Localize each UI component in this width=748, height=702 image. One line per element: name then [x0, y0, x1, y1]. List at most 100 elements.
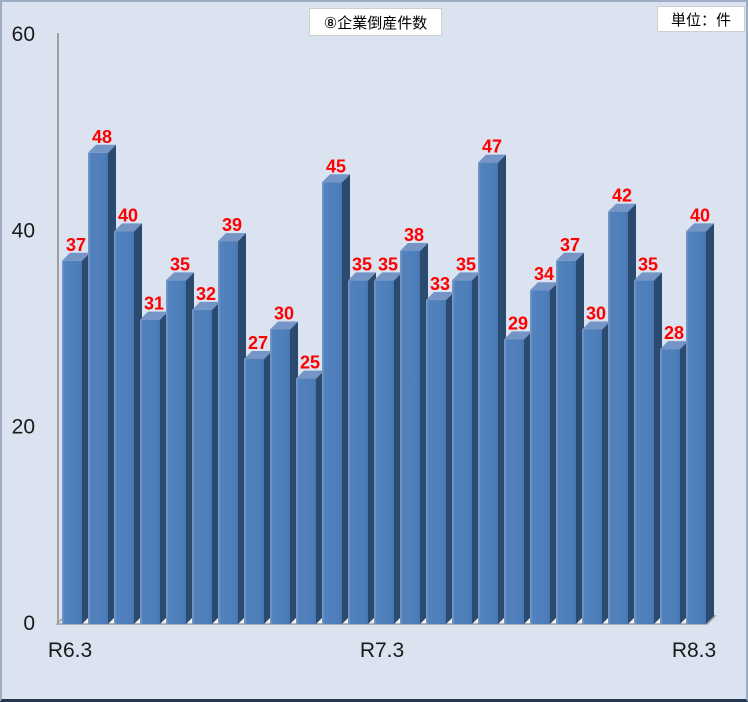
bar-top-face [218, 233, 246, 242]
bar-value-label: 42 [612, 186, 632, 206]
x-axis-tick-label: R7.3 [360, 639, 404, 662]
bar-value-label: 35 [456, 254, 476, 274]
bar-value-label: 40 [690, 205, 710, 225]
bar-front-face [374, 280, 394, 624]
chart-title: ⑧企業倒産件数 [323, 14, 428, 32]
bar-value-label: 37 [66, 235, 86, 255]
unit-label-box: 単位：件 [657, 6, 745, 32]
bar [218, 233, 246, 624]
bar-top-face [686, 223, 714, 232]
bar-front-face [114, 231, 134, 625]
bar-front-face [166, 280, 186, 624]
bar-front-face [478, 162, 498, 624]
bar-top-face [166, 272, 194, 281]
bar [244, 350, 272, 624]
bar-front-face [400, 250, 420, 624]
bar-top-face [426, 292, 454, 301]
bar [322, 174, 350, 624]
bar-front-face [140, 319, 160, 624]
bar-top-face [374, 272, 402, 281]
bar-top-face [296, 370, 324, 379]
bar [686, 223, 714, 625]
chart-title-box: ⑧企業倒産件数 [309, 8, 442, 36]
bar-top-face [322, 174, 350, 183]
bar-value-label: 29 [508, 313, 528, 333]
bar-top-face [634, 272, 662, 281]
bar-front-face [62, 260, 82, 624]
bar-top-face [348, 272, 376, 281]
y-axis-tick-label: 60 [12, 23, 35, 46]
bar-front-face [608, 211, 628, 624]
bar-value-label: 33 [430, 274, 450, 294]
bar-front-face [556, 260, 576, 624]
bar [374, 272, 402, 624]
bar-top-face [478, 154, 506, 163]
bar-value-label: 35 [170, 254, 190, 274]
bar [296, 370, 324, 624]
bar-value-label: 30 [274, 304, 294, 324]
bar [400, 242, 428, 624]
bar-value-label: 34 [534, 264, 554, 284]
bar-front-face [218, 241, 238, 624]
bar-value-label: 30 [586, 304, 606, 324]
bar [114, 223, 142, 625]
bar-top-face [608, 203, 636, 212]
y-axis-tick-label: 20 [12, 416, 35, 439]
bar-top-face [114, 223, 142, 232]
bar [478, 154, 506, 624]
bar [634, 272, 662, 624]
bar [556, 252, 584, 625]
bar-front-face [530, 290, 550, 624]
bar [270, 321, 298, 624]
bar-top-face [452, 272, 480, 281]
bar-value-label: 47 [482, 137, 502, 157]
bar-front-face [686, 231, 706, 625]
bar [192, 301, 220, 624]
x-axis-tick-label: R8.3 [672, 639, 716, 662]
y-axis-tick-label: 0 [23, 612, 35, 635]
bar [426, 292, 454, 624]
bar-value-label: 28 [664, 323, 684, 343]
bar-value-label: 25 [300, 353, 320, 373]
bar-top-face [192, 301, 220, 310]
bar [608, 203, 636, 624]
bar-front-face [426, 300, 446, 624]
bar-top-face [62, 252, 90, 261]
bar-value-label: 35 [638, 254, 658, 274]
bar-front-face [348, 280, 368, 624]
bar [348, 272, 376, 624]
x-axis-tick-label: R6.3 [48, 639, 92, 662]
bar-top-face [582, 321, 610, 330]
bar [660, 341, 688, 624]
bar-front-face [634, 280, 654, 624]
bar-front-face [322, 182, 342, 624]
bar-value-label: 32 [196, 284, 216, 304]
bar [88, 144, 116, 625]
bar-front-face [582, 329, 602, 624]
bar-front-face [270, 329, 290, 624]
bar-value-label: 31 [144, 294, 164, 314]
bar-value-label: 35 [378, 254, 398, 274]
bar-value-label: 27 [248, 333, 268, 353]
bar-top-face [88, 144, 116, 153]
bar-top-face [244, 350, 272, 359]
bar-top-face [400, 242, 428, 251]
bar [452, 272, 480, 624]
bar-top-face [530, 282, 558, 291]
bar-value-label: 48 [92, 127, 112, 147]
bar-side-face [706, 223, 714, 625]
bar-front-face [452, 280, 472, 624]
bar-top-face [270, 321, 298, 330]
y-axis-tick-label: 40 [12, 219, 35, 242]
bar-front-face [192, 309, 212, 624]
bar-value-label: 35 [352, 254, 372, 274]
bar [504, 331, 532, 624]
bar [166, 272, 194, 624]
bar-top-face [140, 311, 168, 320]
bar-value-label: 39 [222, 215, 242, 235]
bar-front-face [660, 349, 680, 624]
bar-value-label: 45 [326, 156, 346, 176]
bar [582, 321, 610, 624]
